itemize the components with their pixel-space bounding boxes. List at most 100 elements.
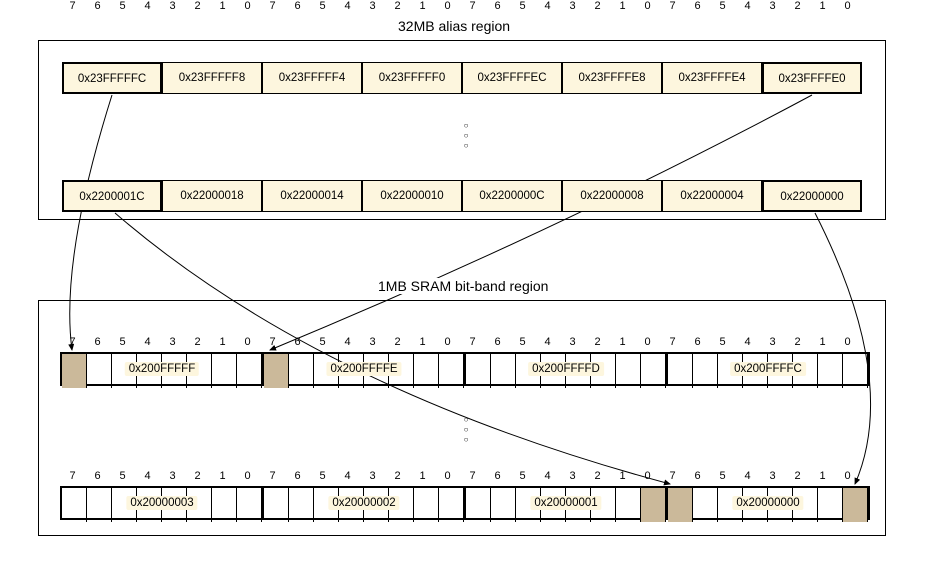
bit-label-row: 76543210765432107654321076543210 [60, 470, 860, 482]
alias-region-title: 32MB alias region [392, 18, 516, 34]
bit-label: 6 [485, 470, 510, 482]
bit-label: 7 [260, 470, 285, 482]
bit-label: 4 [735, 0, 760, 12]
bit-cell [818, 354, 843, 388]
bit-label: 1 [210, 470, 235, 482]
bit-label: 3 [760, 0, 785, 12]
bit-label: 4 [135, 470, 160, 482]
bit-label: 0 [435, 0, 460, 12]
bit-cell [843, 488, 868, 522]
bit-label: 6 [85, 336, 110, 348]
bit-cell [439, 354, 464, 388]
bit-label: 6 [85, 0, 110, 12]
bit-label: 5 [710, 470, 735, 482]
bit-label: 0 [635, 336, 660, 348]
bit-label: 7 [60, 0, 85, 12]
bit-label: 1 [410, 336, 435, 348]
bit-cell [641, 354, 666, 388]
sram-region-title: 1MB SRAM bit-band region [372, 278, 554, 294]
alias-cell: 0x2200000C [462, 180, 562, 212]
bit-label: 3 [560, 0, 585, 12]
bit-label: 7 [60, 336, 85, 348]
bit-label: 6 [485, 0, 510, 12]
bit-label: 4 [135, 0, 160, 12]
bit-cell [212, 354, 237, 388]
bit-label: 0 [235, 336, 260, 348]
bit-label: 2 [385, 336, 410, 348]
bit-label: 1 [410, 0, 435, 12]
bit-cell [237, 488, 262, 522]
bit-label: 3 [160, 336, 185, 348]
bit-label: 6 [85, 470, 110, 482]
bit-label: 5 [310, 336, 335, 348]
alias-cell: 0x23FFFFE4 [662, 62, 762, 94]
bit-label: 3 [360, 470, 385, 482]
bit-label-row: 76543210765432107654321076543210 [60, 0, 860, 12]
bit-cell [641, 488, 666, 522]
bit-label: 7 [260, 336, 285, 348]
bit-cell [414, 354, 439, 388]
bit-label: 0 [435, 470, 460, 482]
alias-cell: 0x22000000 [762, 180, 862, 212]
alias-cell: 0x23FFFFE8 [562, 62, 662, 94]
bit-label: 4 [135, 336, 160, 348]
bit-label: 5 [710, 336, 735, 348]
bit-cell [264, 488, 289, 522]
bit-cell [289, 354, 314, 388]
bit-cell [491, 488, 516, 522]
byte: 0x200FFFFE [264, 354, 466, 384]
byte-row: 0x200000030x200000020x200000010x20000000 [60, 486, 870, 520]
bit-label: 4 [335, 0, 360, 12]
bit-label: 0 [835, 336, 860, 348]
bit-label: 3 [760, 336, 785, 348]
bit-label: 4 [535, 336, 560, 348]
alias-cell: 0x23FFFFE0 [762, 62, 862, 94]
bit-label: 1 [210, 0, 235, 12]
alias-row: 0x2200001C0x220000180x220000140x22000010… [62, 180, 862, 212]
bit-label: 5 [110, 336, 135, 348]
byte-label: 0x200FFFFD [528, 362, 604, 376]
bit-label: 0 [835, 470, 860, 482]
bit-label: 6 [285, 336, 310, 348]
bit-label: 1 [810, 336, 835, 348]
bit-label: 0 [435, 336, 460, 348]
byte: 0x200FFFFC [668, 354, 868, 384]
bit-cell [616, 488, 641, 522]
alias-cell: 0x2200001C [62, 180, 162, 212]
bit-cell [668, 354, 693, 388]
bit-cell [466, 354, 491, 388]
bit-label: 2 [785, 336, 810, 348]
bit-label: 5 [510, 0, 535, 12]
bit-label: 6 [685, 336, 710, 348]
bit-label: 1 [210, 336, 235, 348]
bit-cell [414, 488, 439, 522]
bit-label: 2 [585, 470, 610, 482]
bit-label: 0 [235, 470, 260, 482]
alias-row: 0x23FFFFFC0x23FFFFF80x23FFFFF40x23FFFFF0… [62, 62, 862, 94]
byte-label: 0x20000001 [530, 496, 601, 510]
bit-label: 3 [160, 0, 185, 12]
alias-cell: 0x22000010 [362, 180, 462, 212]
byte-row: 0x200FFFFF 0x200FFFFE 0x200FFFFD 0x200FFFFC [60, 352, 870, 386]
byte: 0x200FFFFD [466, 354, 668, 384]
alias-cell: 0x22000018 [162, 180, 262, 212]
bit-label: 2 [385, 470, 410, 482]
bit-label: 0 [835, 0, 860, 12]
byte-label: 0x200FFFFF [125, 362, 199, 376]
bit-cell [212, 488, 237, 522]
bit-label: 6 [285, 0, 310, 12]
bit-label: 7 [260, 0, 285, 12]
bit-label: 0 [635, 0, 660, 12]
bit-label: 5 [510, 336, 535, 348]
bit-label: 2 [185, 0, 210, 12]
bit-label: 1 [610, 470, 635, 482]
bit-label: 2 [585, 336, 610, 348]
byte-label: 0x20000002 [328, 496, 399, 510]
bit-label: 7 [60, 470, 85, 482]
byte-label: 0x20000003 [126, 496, 197, 510]
bit-label: 0 [235, 0, 260, 12]
bit-label: 3 [760, 470, 785, 482]
bit-cell [264, 354, 289, 388]
byte-label: 0x200FFFFC [730, 362, 806, 376]
bit-cell [237, 354, 262, 388]
